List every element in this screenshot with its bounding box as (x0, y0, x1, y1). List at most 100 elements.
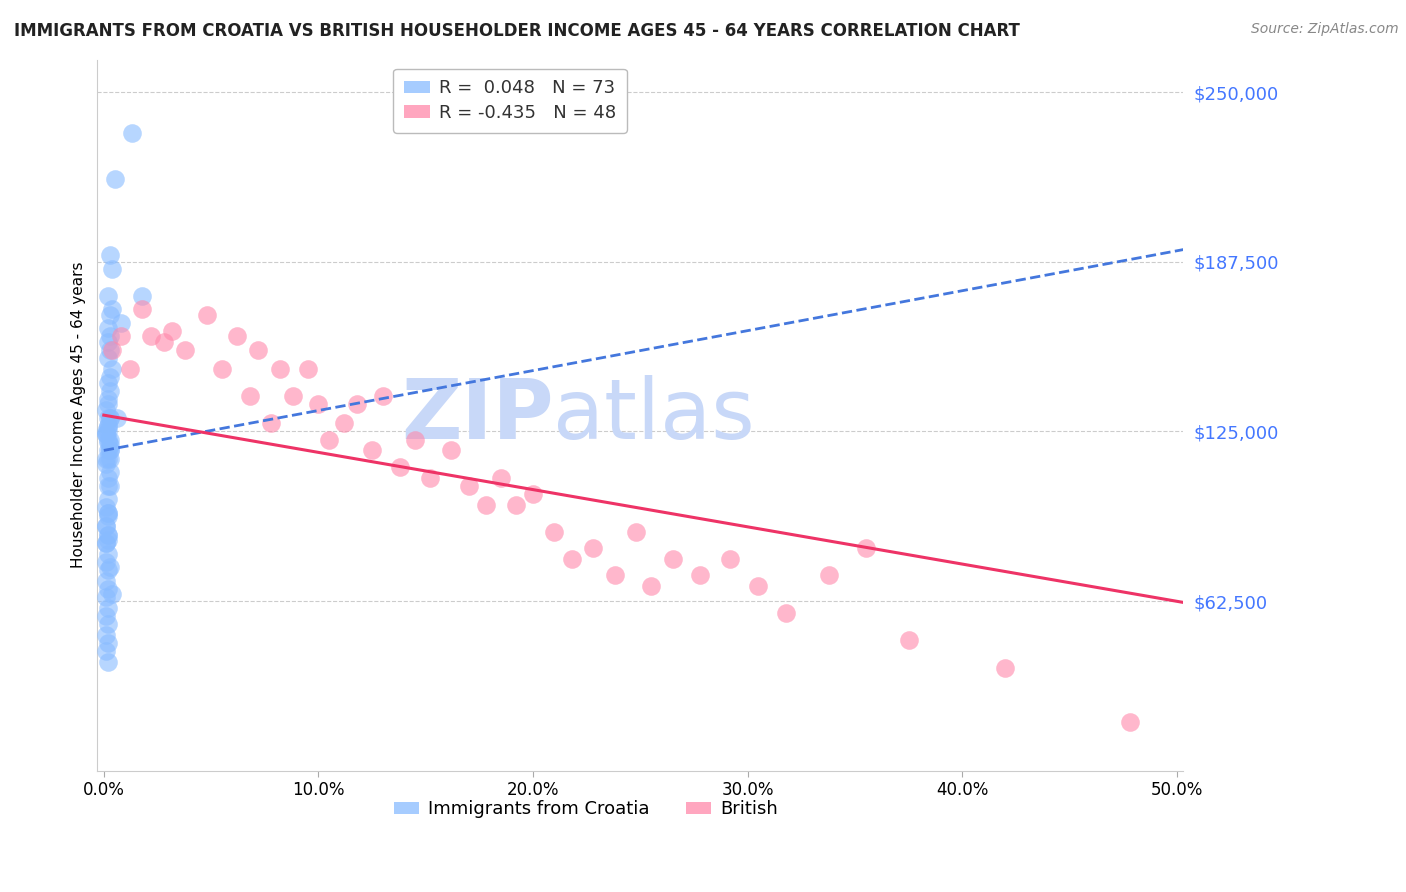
Point (897, 633, 920, 648)
Point (98, 443, 121, 458)
Point (94, 457, 117, 471)
Point (97, 419, 120, 434)
Point (94, 519, 117, 533)
Point (818, 568, 841, 582)
Point (98, 370, 121, 384)
Point (94, 519, 117, 533)
Point (153, 334, 176, 349)
Point (97, 533, 120, 547)
Point (1118, 714, 1140, 729)
Point (307, 397, 329, 411)
Point (98, 329, 121, 343)
Point (98, 410, 121, 425)
Point (371, 389, 394, 403)
Point (855, 541, 877, 556)
Point (131, 302, 153, 317)
Point (97, 433, 120, 447)
Point (346, 397, 368, 411)
Point (98, 248, 121, 262)
Point (297, 362, 319, 376)
Point (440, 443, 463, 458)
Point (522, 487, 544, 501)
Point (225, 329, 247, 343)
Point (98, 433, 121, 447)
Point (404, 433, 426, 447)
Point (97, 636, 120, 650)
Point (640, 579, 662, 593)
Point (94, 555, 117, 569)
Point (775, 607, 797, 621)
Point (318, 433, 340, 447)
Point (994, 660, 1017, 674)
Point (603, 568, 626, 582)
Point (247, 343, 270, 357)
Point (101, 587, 124, 601)
Point (661, 552, 683, 566)
Point (97, 443, 120, 458)
Point (94, 574, 117, 588)
Point (94, 500, 117, 515)
Point (97, 435, 120, 450)
Point (98, 343, 121, 357)
Point (94, 427, 117, 442)
Point (97, 425, 120, 439)
Point (98, 384, 121, 398)
Point (543, 524, 565, 539)
Point (94, 535, 117, 549)
Text: IMMIGRANTS FROM CROATIA VS BRITISH HOUSEHOLDER INCOME AGES 45 - 64 YEARS CORRELA: IMMIGRANTS FROM CROATIA VS BRITISH HOUSE… (14, 22, 1019, 40)
Point (105, 410, 128, 425)
Point (97, 397, 120, 411)
Point (624, 524, 647, 539)
Legend: Immigrants from Croatia, British: Immigrants from Croatia, British (387, 793, 785, 826)
Point (97, 419, 120, 434)
Point (101, 362, 124, 376)
Point (174, 343, 197, 357)
Point (97, 451, 120, 466)
Point (97, 563, 120, 577)
Point (139, 329, 162, 343)
Y-axis label: Householder Income Ages 45 - 64 years: Householder Income Ages 45 - 64 years (72, 262, 86, 568)
Point (457, 479, 479, 493)
Point (97, 376, 120, 390)
Point (94, 427, 117, 442)
Point (239, 389, 262, 403)
Point (333, 417, 356, 431)
Point (97, 506, 120, 520)
Point (98, 443, 121, 458)
Point (582, 541, 605, 556)
Point (97, 600, 120, 615)
Point (94, 535, 117, 549)
Point (94, 425, 117, 439)
Point (260, 417, 283, 431)
Point (101, 302, 124, 317)
Point (97, 655, 120, 669)
Point (98, 410, 121, 425)
Point (101, 343, 124, 357)
Point (110, 329, 132, 343)
Point (211, 362, 233, 376)
Point (97, 479, 120, 493)
Point (361, 443, 384, 458)
Point (98, 438, 121, 452)
Point (97, 527, 120, 541)
Point (103, 172, 125, 186)
Point (97, 527, 120, 541)
Point (97, 617, 120, 632)
Point (94, 609, 117, 624)
Point (94, 644, 117, 658)
Point (131, 289, 153, 303)
Point (720, 552, 742, 566)
Point (121, 126, 143, 140)
Point (97, 289, 120, 303)
Text: atlas: atlas (554, 375, 755, 456)
Point (97, 470, 120, 484)
Point (98, 479, 121, 493)
Point (94, 590, 117, 604)
Point (97, 351, 120, 366)
Point (281, 389, 304, 403)
Point (98, 560, 121, 574)
Point (505, 498, 527, 512)
Point (419, 470, 441, 484)
Point (162, 324, 184, 338)
Point (475, 498, 498, 512)
